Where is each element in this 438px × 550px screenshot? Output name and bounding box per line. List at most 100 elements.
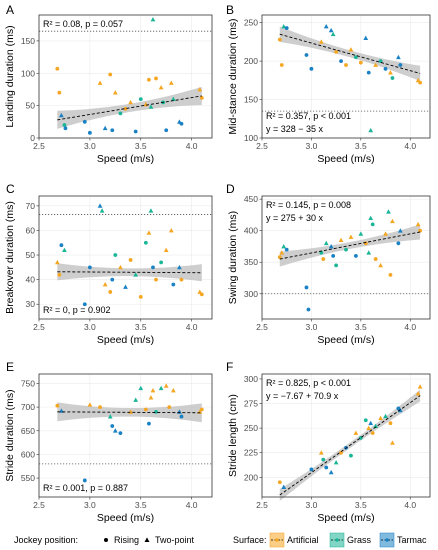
y-tick-label: 300 xyxy=(244,289,258,299)
panel-border xyxy=(38,195,213,320)
regression-line xyxy=(57,271,202,274)
data-point xyxy=(112,90,118,95)
data-point xyxy=(366,425,372,430)
data-point xyxy=(55,403,60,408)
data-point xyxy=(417,384,423,389)
panel-letter: F xyxy=(226,360,233,374)
data-point xyxy=(318,450,324,455)
data-point xyxy=(415,391,421,396)
data-point xyxy=(113,253,118,257)
regression-line xyxy=(279,395,421,496)
data-point xyxy=(370,431,375,435)
data-point xyxy=(55,66,60,71)
data-point xyxy=(368,127,374,133)
data-point xyxy=(154,277,158,282)
y-tick-label: 400 xyxy=(244,226,258,236)
data-point xyxy=(82,478,87,483)
y-tick-label: 250 xyxy=(244,423,258,433)
data-point xyxy=(87,402,93,407)
panel-letter: B xyxy=(226,3,234,17)
data-point xyxy=(108,72,113,77)
data-point xyxy=(168,80,174,85)
data-point xyxy=(396,406,401,411)
x-tick-label: 4.0 xyxy=(404,322,416,332)
x-tick-label: 3.0 xyxy=(84,322,96,332)
data-point xyxy=(373,257,378,261)
data-point xyxy=(358,231,364,236)
data-point xyxy=(284,26,289,30)
panel-letter: E xyxy=(6,360,14,374)
x-tick-label: 3.5 xyxy=(355,322,367,332)
data-point xyxy=(63,126,68,131)
y-axis-title: Landing duration (ms) xyxy=(4,25,16,127)
x-tick-label: 3.5 xyxy=(135,322,147,332)
stat-annotation: R² = 0, p = 0.902 xyxy=(43,305,111,315)
x-tick-label: 3.0 xyxy=(84,500,96,510)
y-tick-label: 60 xyxy=(26,225,36,235)
data-point xyxy=(418,80,423,85)
data-point xyxy=(133,272,139,277)
regression-line xyxy=(57,95,202,121)
data-point xyxy=(396,241,401,246)
y-tick-label: 50 xyxy=(26,250,36,260)
data-point xyxy=(318,39,324,44)
stat-annotation: R² = 0.145, p = 0.008 xyxy=(266,200,351,210)
data-point xyxy=(321,257,326,261)
data-point xyxy=(54,259,60,265)
data-point xyxy=(112,428,118,433)
y-tick-label: 700 xyxy=(21,402,35,412)
x-tick-label: 3.5 xyxy=(135,500,147,510)
data-point xyxy=(199,95,204,100)
regression-line xyxy=(279,33,421,74)
data-point xyxy=(199,292,204,297)
y-tick-label: 100 xyxy=(244,133,258,143)
x-tick-label: 3.5 xyxy=(135,141,147,151)
data-point xyxy=(118,431,123,436)
data-point xyxy=(309,66,314,71)
y-tick-label: 225 xyxy=(244,448,258,458)
panel-e: E 2.5 3.0 3.5 4.0 550 600 650 700 750 Speed (m/s) S… xyxy=(4,360,213,524)
data-point xyxy=(97,80,103,85)
y-tick-label: 300 xyxy=(244,374,258,384)
data-point xyxy=(281,484,287,490)
panel-border xyxy=(38,14,213,139)
legend-jockey-item: Two-point xyxy=(155,535,195,545)
y-tick-label: 275 xyxy=(244,399,258,409)
x-tick-label: 3.0 xyxy=(84,141,96,151)
data-point xyxy=(147,421,151,426)
data-point xyxy=(118,111,123,116)
panel-letter: C xyxy=(6,182,15,196)
x-axis-title: Speed (m/s) xyxy=(97,153,154,165)
data-point xyxy=(415,221,421,227)
x-tick-label: 3.5 xyxy=(355,141,367,151)
panel-border xyxy=(261,373,431,498)
x-tick-label: 2.5 xyxy=(256,322,268,332)
data-point xyxy=(98,405,102,410)
y-tick-label: 650 xyxy=(21,426,35,436)
data-point xyxy=(138,97,143,102)
data-point xyxy=(148,208,154,213)
data-point xyxy=(62,123,67,127)
x-tick-label: 4.0 xyxy=(186,141,198,151)
data-point xyxy=(59,243,64,248)
y-tick-label: 40 xyxy=(26,275,36,285)
data-point xyxy=(277,480,282,485)
legend-swatch-dot xyxy=(275,538,279,542)
data-point xyxy=(110,424,115,428)
data-point xyxy=(150,17,156,22)
data-point xyxy=(99,208,105,213)
data-point xyxy=(339,450,343,455)
data-point xyxy=(159,260,164,265)
data-point xyxy=(277,255,282,260)
x-tick-label: 2.5 xyxy=(256,500,268,510)
data-point xyxy=(163,247,169,252)
data-point xyxy=(199,407,204,412)
data-point xyxy=(331,254,336,258)
x-tick-label: 3.0 xyxy=(305,500,317,510)
data-point xyxy=(59,112,64,118)
data-point xyxy=(164,128,169,133)
x-axis-title: Speed (m/s) xyxy=(317,153,374,165)
y-tick-label: 70 xyxy=(26,201,36,211)
legend-jockey-item: Rising xyxy=(114,535,139,545)
x-tick-label: 2.5 xyxy=(33,500,45,510)
